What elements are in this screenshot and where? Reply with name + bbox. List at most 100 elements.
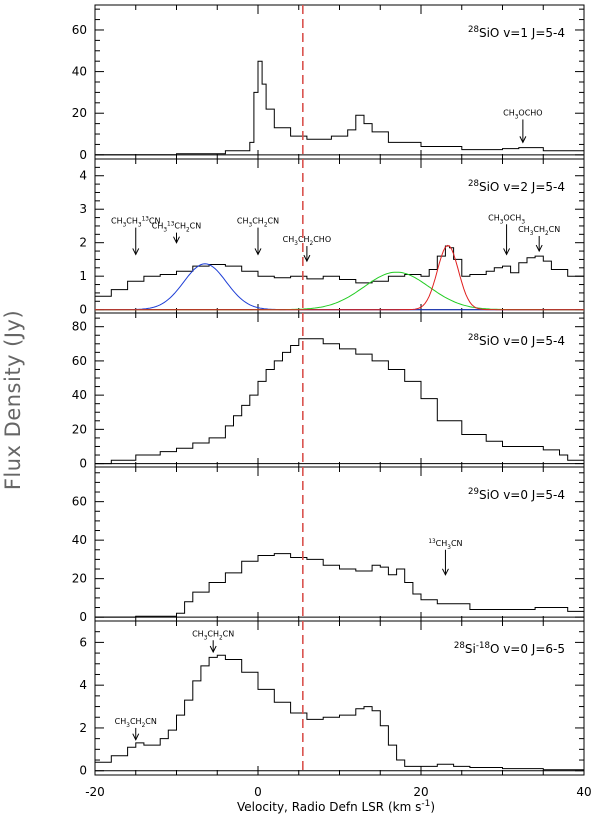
annotation-label: CH3OCHO <box>503 108 542 120</box>
panel-label-part: SiO v=0 J=5-4 <box>479 334 565 348</box>
y-tick-label: 60 <box>72 495 87 509</box>
y-tick-label: 0 <box>79 610 87 624</box>
annotation-label-part: 2 <box>142 723 146 729</box>
annotation-label-part: 3 <box>249 223 253 229</box>
x-axis-title-close: ) <box>430 800 435 814</box>
y-tick-label: 60 <box>72 23 87 37</box>
y-tick-label: 0 <box>79 764 87 778</box>
panel-label-part: 28 <box>468 179 479 189</box>
annotation-label-part: CN <box>149 217 161 226</box>
annotation-label-part: OCHO <box>518 108 542 117</box>
panel-label-part: SiO v=2 J=5-4 <box>479 180 565 194</box>
annotation-label-part: 2 <box>310 241 314 247</box>
annotation-label-part: 2 <box>545 231 549 237</box>
annotation-label: CH313CH2CN <box>152 222 201 234</box>
panel-label-part: 28 <box>454 641 465 651</box>
annotation-label-part: CH <box>192 629 204 638</box>
y-tick-label: 0 <box>79 457 87 471</box>
annotation-label-part: CHO <box>313 235 331 244</box>
panel-label: 28SiO v=2 J=5-4 <box>468 179 565 194</box>
y-axis-title: Flux Density (Jy) <box>1 310 25 490</box>
x-tick-label: 0 <box>254 785 262 799</box>
annotation-label: CH3CH2CN <box>518 225 560 237</box>
annotation-label: CH3OCH3 <box>488 213 525 225</box>
y-tick-label: 40 <box>72 65 87 79</box>
annotation-label-part: CH <box>237 217 249 226</box>
annotation-label-part: 3 <box>521 219 525 225</box>
spectrum-series <box>95 654 585 771</box>
panel-label-part: SiO v=1 J=5-4 <box>479 26 565 40</box>
y-tick-label: 0 <box>79 148 87 162</box>
y-tick-label: 40 <box>72 533 87 547</box>
annotation-label-part: 3 <box>294 241 298 247</box>
annotation-label: CH3CH2CN <box>115 717 157 729</box>
y-tick-label: 40 <box>72 388 87 402</box>
panel-label: 28SiO v=1 J=5-4 <box>468 25 565 40</box>
spectrum-series <box>95 245 585 297</box>
panel-label-part: Si <box>465 642 476 656</box>
x-tick-labels: -20 0 20 40 <box>85 785 591 799</box>
annotation-label-part: CH <box>283 235 295 244</box>
y-tick-label: 0 <box>79 303 87 317</box>
annotation-label-part: CN <box>267 217 279 226</box>
annotation-arrowhead <box>132 248 140 256</box>
x-axis-title: Velocity, Radio Defn LSR (km s-1) <box>237 799 435 814</box>
annotation-label: 13CH3CN <box>428 539 462 551</box>
spectrum-panel-1: 0 20 40 60 28SiO v=1 J=5-4 CH3OCHO <box>72 4 585 162</box>
annotation-label-part: CH <box>518 225 530 234</box>
annotation-label-part: CH <box>207 629 219 638</box>
panel-label-part: SiO v=0 J=5-4 <box>479 488 565 502</box>
annotation-label-part: CN <box>190 222 202 231</box>
annotation-label-part: 3 <box>500 219 504 225</box>
annotation-label-part: 13 <box>167 222 175 228</box>
y-tick-label: 80 <box>72 320 87 334</box>
annotation-label-part: CN <box>145 717 157 726</box>
annotation-label-part: 2 <box>219 635 223 641</box>
annotation-label-part: 3 <box>515 114 519 120</box>
annotation-label-part: CH <box>111 217 123 226</box>
annotation-label-part: 2 <box>264 223 268 229</box>
x-tick-label: -20 <box>85 785 105 799</box>
annotation-label-part: CH <box>152 222 164 231</box>
annotation-arrowhead <box>303 254 311 263</box>
x-tick-label: 20 <box>413 785 428 799</box>
panel-label: 28Si-18O v=0 J=6-5 <box>454 641 565 656</box>
annotation-label-part: CH <box>126 217 138 226</box>
annotation-arrowhead <box>535 244 543 253</box>
y-tick-label: 20 <box>72 422 87 436</box>
annotation-label-part: CN <box>451 539 463 548</box>
panel-label-part: 29 <box>468 487 479 497</box>
annotation-label-part: CH <box>115 717 127 726</box>
panel-label: 29SiO v=0 J=5-4 <box>468 487 565 502</box>
y-tick-label: 4 <box>79 169 87 183</box>
annotation-label-part: 3 <box>204 635 208 641</box>
annotation-label-part: 13 <box>428 539 436 545</box>
panel-label-part: 28 <box>468 25 479 35</box>
annotation-label: CH3CH313CN <box>111 217 160 229</box>
annotation-arrowhead <box>209 645 217 654</box>
annotation-arrowhead <box>519 136 527 144</box>
annotation-label-part: CH <box>503 108 515 117</box>
y-tick-label: 3 <box>79 202 87 216</box>
annotation-label-part: CH <box>488 213 500 222</box>
annotation-label-part: 3 <box>530 231 534 237</box>
annotation-label: CH3CH2CN <box>237 217 279 229</box>
panel-label-part: O v=0 J=6-5 <box>490 642 565 656</box>
y-tick-label: 20 <box>72 106 87 120</box>
annotation-label-part: CH <box>174 222 186 231</box>
annotation-arrowhead <box>132 733 140 741</box>
annotation-arrowhead <box>442 568 449 576</box>
annotation-arrowhead <box>254 248 262 256</box>
spectrum-series <box>95 338 585 465</box>
annotation-label-part: 3 <box>138 223 142 229</box>
y-tick-label: 60 <box>72 354 87 368</box>
spectrum-panel-3: 0 20 40 60 80 28SiO v=0 J=5-4 <box>72 312 585 471</box>
annotation-arrowhead <box>173 236 180 244</box>
panel-label-part: 28 <box>468 333 479 343</box>
annotation-label-part: 3 <box>163 228 167 234</box>
annotation-label: CH3CH2CHO <box>283 235 331 247</box>
